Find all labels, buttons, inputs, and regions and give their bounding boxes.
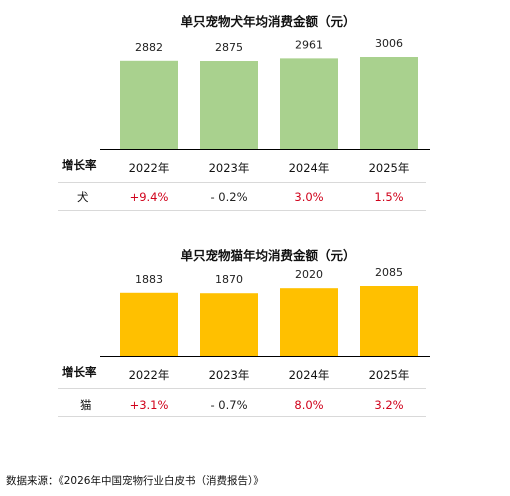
dog-year-labels: 2022年 2023年 2024年 2025年 <box>129 161 410 175</box>
cat-bar <box>360 286 418 356</box>
dog-year-label: 2023年 <box>209 161 250 175</box>
cat-bar <box>200 293 258 356</box>
cat-growth-value: +3.1% <box>130 398 169 412</box>
cat-bar-value-label: 2020 <box>295 268 323 281</box>
cat-year-label: 2024年 <box>289 368 330 382</box>
dog-bar <box>280 58 338 150</box>
cat-chart-title: 单只宠物猫年均消费金额（元） <box>180 248 355 263</box>
dog-growth-value: 1.5% <box>374 190 403 204</box>
cat-bars: 1883 1870 2020 2085 <box>120 266 418 356</box>
dog-bars: 2882 2875 2961 3006 <box>120 37 418 150</box>
cat-year-label: 2023年 <box>209 368 250 382</box>
cat-bar-value-label: 2085 <box>375 266 403 279</box>
cat-growth-value: 3.2% <box>374 398 403 412</box>
dog-bar-value-label: 3006 <box>375 37 403 50</box>
cat-growth-value: 8.0% <box>294 398 323 412</box>
cat-bar-value-label: 1870 <box>215 273 243 286</box>
dog-growth-value: 3.0% <box>294 190 323 204</box>
cat-year-labels: 2022年 2023年 2024年 2025年 <box>129 368 410 382</box>
dog-bar <box>200 61 258 149</box>
cat-chart: 单只宠物猫年均消费金额（元） 1883 1870 2020 2085 增长率 2022… <box>58 248 430 417</box>
dog-growth-value: +9.4% <box>130 190 169 204</box>
cat-growth-values: +3.1% - 0.7% 8.0% 3.2% <box>130 398 404 412</box>
cat-growth-value: - 0.7% <box>210 398 247 412</box>
dog-row-label: 犬 <box>77 190 89 204</box>
cat-year-label: 2025年 <box>369 368 410 382</box>
cat-row-label: 猫 <box>80 398 92 412</box>
cat-year-label: 2022年 <box>129 368 170 382</box>
dog-chart-title: 单只宠物犬年均消费金额（元） <box>180 14 355 29</box>
cat-bar-value-label: 1883 <box>135 273 163 286</box>
dog-year-label: 2025年 <box>369 161 410 175</box>
dog-chart: 单只宠物犬年均消费金额（元） 2882 2875 2961 3006 增长率 2022… <box>58 14 430 211</box>
dog-growth-value: - 0.2% <box>210 190 247 204</box>
cat-growth-header: 增长率 <box>62 365 97 379</box>
cat-bar <box>280 288 338 356</box>
source-note: 数据来源：《2026年中国宠物行业白皮书（消费报告）》 <box>6 474 264 487</box>
dog-growth-values: +9.4% - 0.2% 3.0% 1.5% <box>130 190 404 204</box>
dog-bar <box>120 60 178 150</box>
dog-growth-header: 增长率 <box>62 158 97 172</box>
dog-bar-value-label: 2961 <box>295 38 323 51</box>
cat-bar <box>120 292 178 356</box>
dog-year-label: 2022年 <box>129 161 170 175</box>
dog-year-label: 2024年 <box>289 161 330 175</box>
dog-bar <box>360 57 418 149</box>
dog-bar-value-label: 2875 <box>215 41 243 54</box>
dog-bar-value-label: 2882 <box>135 41 163 54</box>
